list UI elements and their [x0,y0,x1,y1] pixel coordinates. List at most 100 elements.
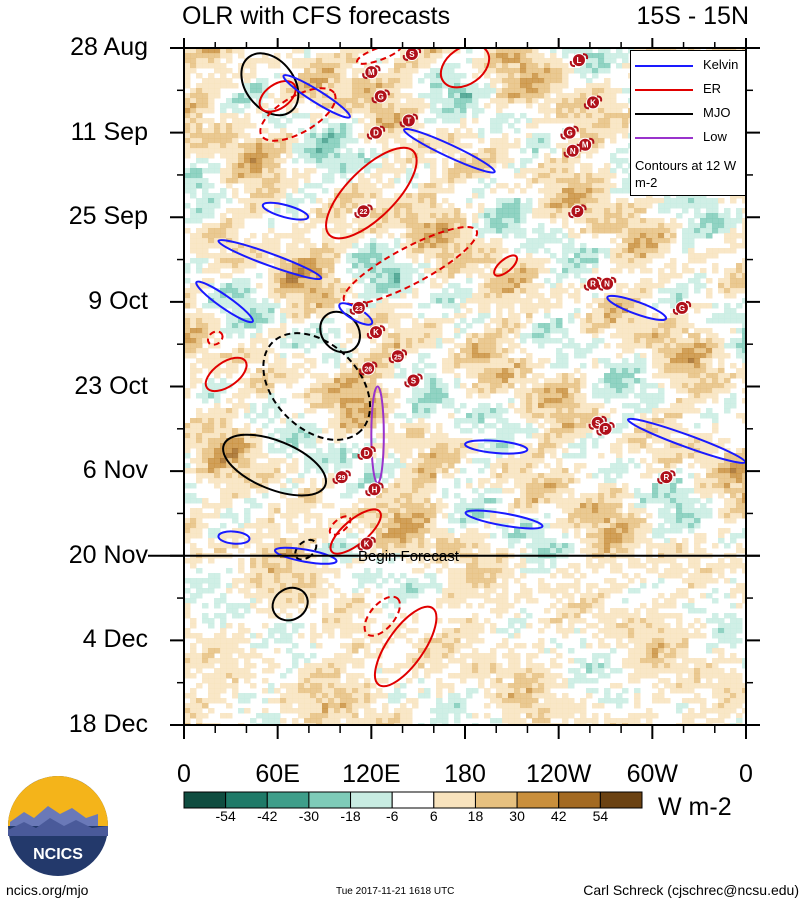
field-cell [352,293,359,299]
field-cell [250,193,257,199]
field-cell [550,363,557,369]
field-cell [454,213,461,219]
field-cell [484,423,491,429]
field-cell [682,358,689,364]
field-cell [496,318,503,324]
field-cell [562,418,569,424]
field-cell [556,78,563,84]
field-cell [616,313,623,319]
field-cell [274,123,281,129]
field-cell [538,408,545,414]
field-cell [562,158,569,164]
field-cell [550,398,557,404]
field-cell [214,78,221,84]
field-cell [238,268,245,274]
field-cell [514,358,521,364]
field-cell [580,403,587,409]
field-cell [286,138,293,144]
field-cell [574,138,581,144]
field-cell [478,293,485,299]
field-cell [436,428,443,434]
field-cell [742,343,746,349]
field-cell [514,83,521,89]
field-cell [220,413,227,419]
field-cell [574,88,581,94]
field-cell [520,173,527,179]
field-cell [400,83,407,89]
field-cell [184,353,191,359]
field-cell [298,293,305,299]
field-cell [328,58,335,64]
field-cell [322,258,329,264]
field-cell [598,173,605,179]
field-cell [280,333,287,339]
field-cell [304,238,311,244]
field-cell [208,298,215,304]
field-cell [544,83,551,89]
field-cell [460,118,467,124]
field-cell [490,343,497,349]
field-cell [604,168,611,174]
field-cell [232,293,239,299]
field-cell [556,298,563,304]
field-cell [352,78,359,84]
field-cell [502,83,509,89]
field-cell [220,78,227,84]
field-cell [376,418,383,424]
field-cell [262,93,269,99]
field-cell [226,408,233,414]
field-cell [490,388,497,394]
field-cell [394,263,401,269]
field-cell [334,198,341,204]
field-cell [334,78,341,84]
field-cell [406,238,413,244]
field-cell [448,273,455,279]
field-cell [466,343,473,349]
field-cell [184,168,191,174]
field-cell [418,418,425,424]
field-cell [658,233,665,239]
field-cell [544,398,551,404]
field-cell [358,408,365,414]
field-cell [208,193,215,199]
field-cell [376,363,383,369]
field-cell [262,388,269,394]
field-cell [292,373,299,379]
field-cell [544,213,551,219]
field-cell [670,303,677,309]
field-cell [364,283,371,289]
field-cell [442,118,449,124]
field-cell [304,93,311,99]
field-cell [250,168,257,174]
field-cell [310,343,317,349]
field-cell [448,298,455,304]
field-cell [676,223,683,229]
field-cell [226,273,233,279]
field-cell [412,368,419,374]
field-cell [214,423,221,429]
field-cell [508,363,515,369]
field-cell [436,98,443,104]
field-cell [736,303,743,309]
field-cell [334,218,341,224]
field-cell [520,58,527,64]
field-cell [592,218,599,224]
field-cell [328,293,335,299]
field-cell [562,378,569,384]
field-cell [724,388,731,394]
field-cell [706,278,713,284]
field-cell [550,318,557,324]
field-cell [406,253,413,259]
field-cell [364,293,371,299]
field-cell [322,98,329,104]
field-cell [568,263,575,269]
field-cell [670,323,677,329]
field-cell [226,398,233,404]
field-cell [634,293,641,299]
field-cell [592,73,599,79]
field-cell [418,78,425,84]
field-cell [724,383,731,389]
field-cell [328,198,335,204]
field-cell [262,148,269,154]
field-cell [334,393,341,399]
